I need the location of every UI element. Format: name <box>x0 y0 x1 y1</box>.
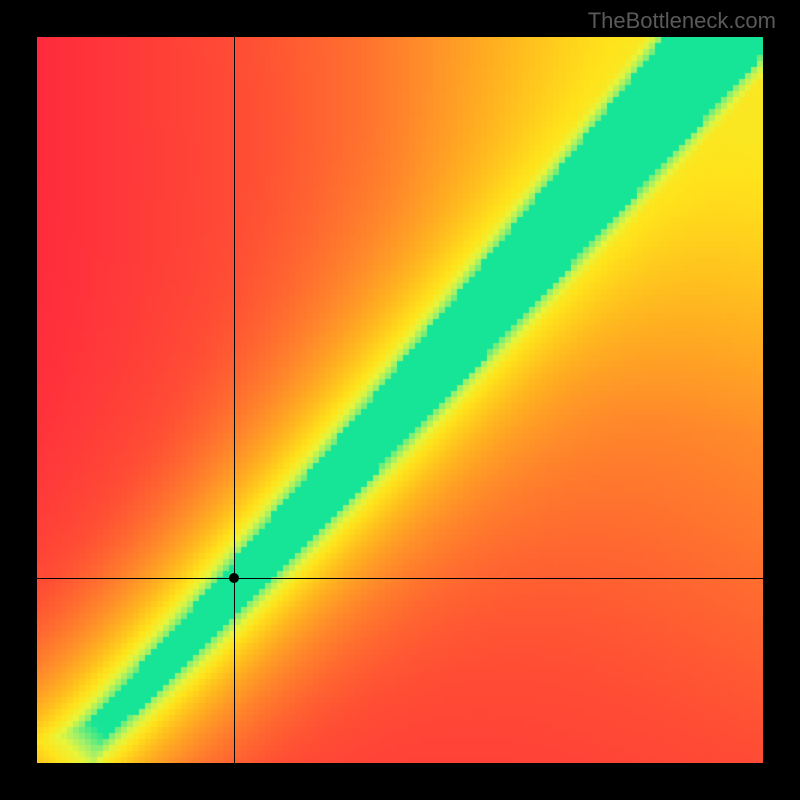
watermark-text: TheBottleneck.com <box>588 8 776 34</box>
heatmap-plot <box>37 37 763 763</box>
heatmap-canvas <box>37 37 763 763</box>
data-point-marker <box>229 573 239 583</box>
crosshair-horizontal <box>37 578 763 579</box>
crosshair-vertical <box>234 37 235 763</box>
